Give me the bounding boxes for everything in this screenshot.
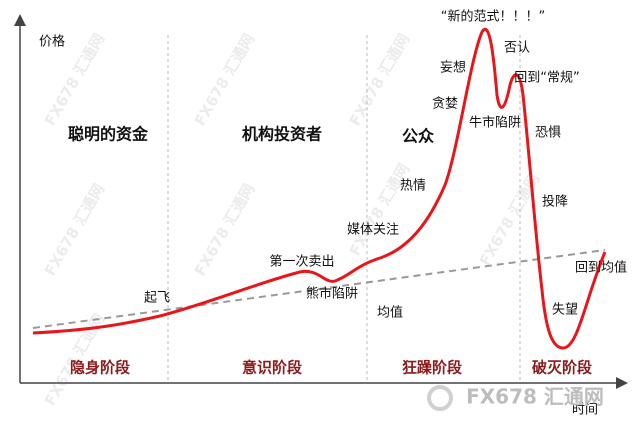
annotation: 贪婪 xyxy=(432,97,458,112)
phase-label: 意识阶段 xyxy=(242,359,302,377)
annotation: 恐惧 xyxy=(535,125,561,141)
annotation: 妄想 xyxy=(440,60,466,76)
participant: 公众 xyxy=(402,127,435,146)
participant: 聪明的资金 xyxy=(68,125,149,144)
annotation: 熊市陷阱 xyxy=(306,286,358,302)
watermark: FX678 汇通网 xyxy=(41,180,108,279)
annotation: 热情 xyxy=(400,179,426,194)
phase-dividers xyxy=(167,35,521,383)
annotation: 回到均值 xyxy=(575,260,627,276)
bubble-curve xyxy=(32,27,607,350)
participant: 机构投资者 xyxy=(242,125,322,144)
annotation: 牛市陷阱 xyxy=(469,115,521,131)
annotation: 投降 xyxy=(542,194,568,210)
phase-label: 破灭阶段 xyxy=(532,359,592,377)
annotation: 回到“常规” xyxy=(514,71,579,86)
annotation: 失望 xyxy=(552,302,578,318)
watermark: FX678 汇通网 xyxy=(191,180,258,279)
logo: FX678 汇通网 xyxy=(466,385,604,409)
x-axis-label: 时间 xyxy=(572,403,598,418)
annotation: 否认 xyxy=(504,41,530,56)
annotation: “新的范式！！！” xyxy=(441,9,545,25)
y-axis-label: 价格 xyxy=(39,34,65,50)
annotation: 第一次卖出 xyxy=(269,254,334,270)
mean-line xyxy=(32,249,606,329)
phase-label: 狂躁阶段 xyxy=(402,359,462,377)
annotation: 起飞 xyxy=(144,291,170,306)
annotation: 媒体关注 xyxy=(347,223,399,238)
watermark: FX678 汇通网 xyxy=(191,30,258,129)
logo-icon xyxy=(427,385,453,411)
phase-label: 隐身阶段 xyxy=(70,359,130,377)
annotation: 均值 xyxy=(377,305,403,321)
watermark: FX678 汇通网 xyxy=(346,30,413,129)
